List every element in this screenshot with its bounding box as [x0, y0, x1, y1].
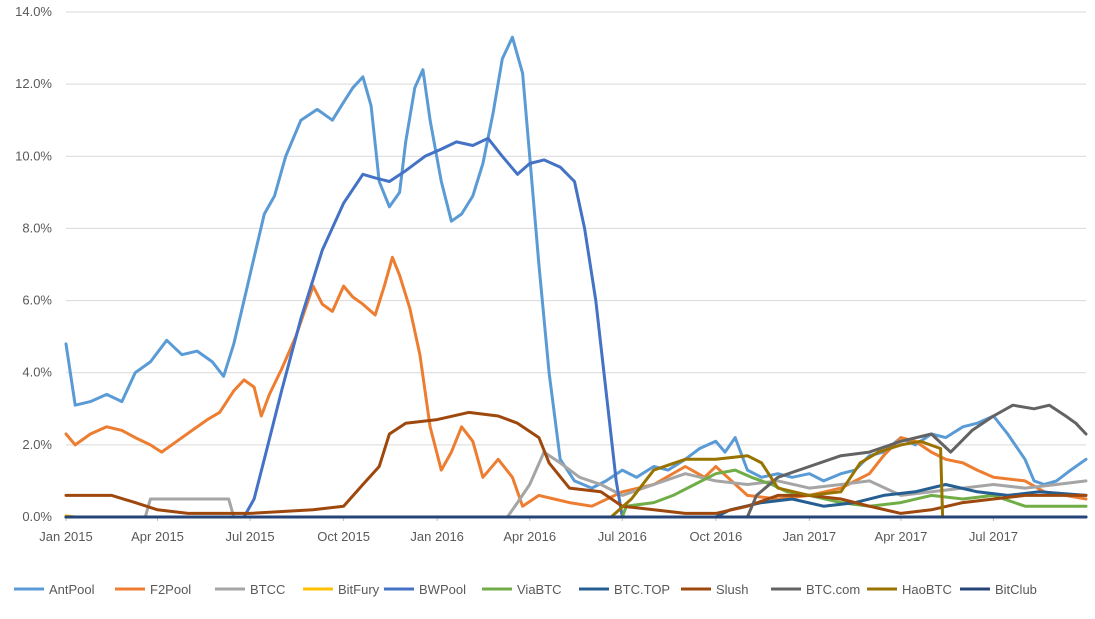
legend-label: BTC.TOP [614, 582, 670, 597]
series-line-f2pool [64, 255, 1088, 508]
legend-label: BTC.com [806, 582, 860, 597]
x-tick-label: Apr 2015 [131, 529, 184, 544]
y-tick-label: 14.0% [15, 4, 52, 19]
legend-label: BitClub [995, 582, 1037, 597]
legend-item-viabtc[interactable]: ViaBTC [482, 582, 562, 597]
legend-item-bwpool[interactable]: BWPool [384, 582, 466, 597]
y-tick-label: 6.0% [22, 293, 52, 308]
legend: AntPool F2Pool BTCC BitFury BWPool ViaBTC BTC.… [14, 582, 1037, 597]
legend-item-f2pool[interactable]: F2Pool [115, 582, 191, 597]
x-axis: Jan 2015 Apr 2015 Jul 2015 Oct 2015 Jan 2016… [39, 517, 1018, 544]
series-line-bwpool [64, 136, 1088, 519]
x-tick-label: Apr 2017 [875, 529, 928, 544]
x-tick-label: Oct 2015 [317, 529, 370, 544]
legend-item-bitfury[interactable]: BitFury [303, 582, 380, 597]
legend-label: AntPool [49, 582, 95, 597]
x-tick-label: Apr 2016 [503, 529, 556, 544]
legend-label: Slush [716, 582, 749, 597]
x-tick-label: Jul 2016 [598, 529, 647, 544]
y-tick-label: 12.0% [15, 76, 52, 91]
series-line-antpool [64, 35, 1088, 490]
y-tick-label: 0.0% [22, 509, 52, 524]
legend-item-bitclub[interactable]: BitClub [960, 582, 1037, 597]
legend-item-antpool[interactable]: AntPool [14, 582, 95, 597]
x-tick-label: Jul 2017 [969, 529, 1018, 544]
series-line-slush [64, 410, 1088, 515]
x-tick-label: Jan 2017 [783, 529, 837, 544]
x-tick-label: Jul 2015 [225, 529, 274, 544]
series-line-btcc [64, 450, 1088, 519]
y-axis: 0.0% 2.0% 4.0% 6.0% 8.0% 10.0% 12.0% 14.0% [15, 4, 52, 524]
legend-item-slush[interactable]: Slush [681, 582, 749, 597]
x-tick-label: Jan 2016 [410, 529, 464, 544]
legend-label: BWPool [419, 582, 466, 597]
x-tick-label: Oct 2016 [689, 529, 742, 544]
y-tick-label: 2.0% [22, 437, 52, 452]
gridlines [66, 11, 1086, 518]
series-lines [64, 35, 1088, 519]
legend-item-btcc[interactable]: BTCC [215, 582, 285, 597]
legend-label: F2Pool [150, 582, 191, 597]
y-tick-label: 10.0% [15, 148, 52, 163]
y-tick-label: 4.0% [22, 365, 52, 380]
legend-item-haobtc[interactable]: HaoBTC [867, 582, 952, 597]
y-tick-label: 8.0% [22, 220, 52, 235]
legend-item-btc-com[interactable]: BTC.com [771, 582, 860, 597]
legend-label: HaoBTC [902, 582, 952, 597]
legend-item-btc-top[interactable]: BTC.TOP [579, 582, 670, 597]
legend-label: ViaBTC [517, 582, 562, 597]
legend-label: BTCC [250, 582, 285, 597]
legend-label: BitFury [338, 582, 380, 597]
series-line-haobtc [64, 439, 1088, 519]
x-tick-label: Jan 2015 [39, 529, 93, 544]
